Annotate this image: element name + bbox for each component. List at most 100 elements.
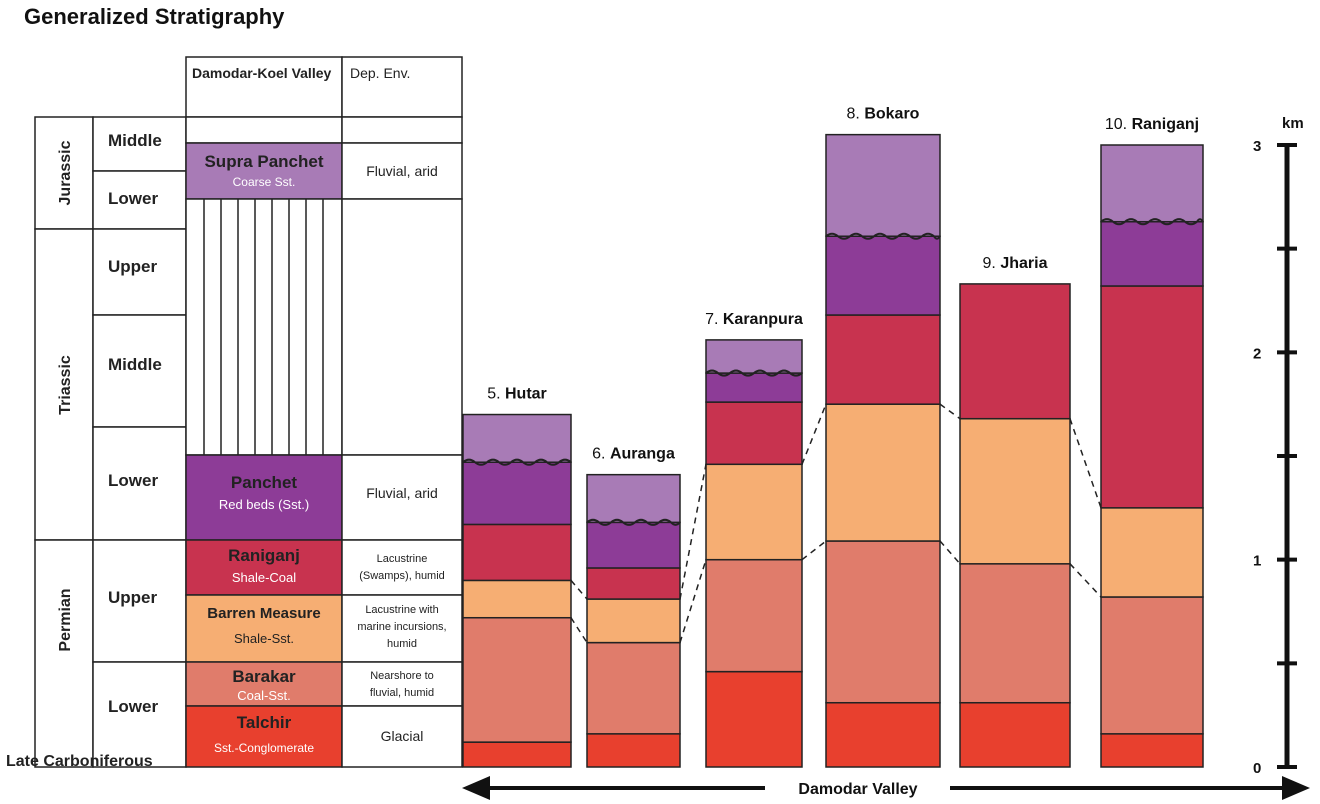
epoch-jurassic-lower: Lower bbox=[108, 189, 158, 208]
layer-barakar bbox=[959, 563, 1071, 704]
section-columns: 5. Hutar 6. Auranga 7. Karanpura 8. Bokaro 9… bbox=[462, 106, 1204, 768]
correlation-line bbox=[939, 403, 961, 420]
layer-panchet bbox=[705, 372, 803, 403]
env-barakar-line1: Nearshore to bbox=[370, 670, 434, 682]
column-3: 7. Karanpura bbox=[705, 311, 803, 768]
layer-barakar bbox=[825, 540, 941, 704]
unit-lith-talchir: Sst.-Conglomerate bbox=[214, 741, 314, 755]
column-label: 8. Bokaro bbox=[847, 106, 920, 123]
column-label: 5. Hutar bbox=[487, 386, 547, 403]
env-barren-line3: humid bbox=[387, 638, 417, 650]
unit-cell-supra-panchet bbox=[185, 142, 343, 200]
column-label: 10. Raniganj bbox=[1105, 116, 1199, 133]
unit-name-panchet: Panchet bbox=[231, 473, 297, 492]
layer-barakar bbox=[586, 641, 681, 735]
env-supra-panchet: Fluvial, arid bbox=[366, 163, 438, 179]
km-scale-bar: km 0 1 2 3 bbox=[1253, 115, 1304, 777]
correlation-lines bbox=[570, 403, 1102, 644]
unconformity-line bbox=[1100, 218, 1204, 226]
column-label: 7. Karanpura bbox=[705, 311, 803, 328]
epoch-permian-lower: Lower bbox=[108, 697, 158, 716]
layer-barakar bbox=[1100, 596, 1204, 735]
correlation-line bbox=[679, 464, 707, 600]
stratigraphy-table: Damodar-Koel Valley Dep. Env. Jurassic T… bbox=[6, 56, 463, 770]
correlation-line bbox=[1069, 563, 1102, 598]
layer-barren-measure bbox=[825, 403, 941, 542]
layer-panchet bbox=[1100, 220, 1204, 287]
unconformity-line bbox=[586, 518, 681, 526]
unit-lith-panchet: Red beds (Sst.) bbox=[219, 497, 309, 512]
layer-panchet bbox=[462, 461, 572, 526]
scale-tick-label: 0 bbox=[1253, 760, 1261, 777]
layer-panchet bbox=[586, 521, 681, 569]
scale-unit-label: km bbox=[1282, 115, 1304, 132]
column-label: 9. Jharia bbox=[983, 255, 1048, 272]
epoch-triassic-upper: Upper bbox=[108, 257, 158, 276]
env-talchir: Glacial bbox=[381, 728, 424, 744]
column-label: 6. Auranga bbox=[592, 446, 675, 463]
env-raniganj-line2: (Swamps), humid bbox=[359, 570, 445, 582]
correlation-line bbox=[570, 579, 588, 600]
hiatus-hatched-cell bbox=[185, 198, 343, 456]
unit-cell-barakar bbox=[185, 661, 343, 707]
dep-env-column-header: Dep. Env. bbox=[350, 65, 410, 81]
layer-supra-panchet bbox=[1100, 144, 1204, 223]
layer-barren-measure bbox=[705, 463, 803, 561]
layer-supra-panchet bbox=[825, 133, 941, 237]
layer-raniganj bbox=[586, 567, 681, 600]
epoch-permian-upper: Upper bbox=[108, 588, 158, 607]
scale-tick-label: 3 bbox=[1253, 138, 1261, 155]
unit-cell-talchir bbox=[185, 705, 343, 768]
layer-barakar bbox=[462, 616, 572, 743]
arrow-head-right bbox=[1282, 776, 1310, 800]
unconformity-line bbox=[705, 369, 803, 377]
column-4: 8. Bokaro bbox=[825, 106, 941, 768]
late-carboniferous-label: Late Carboniferous bbox=[6, 753, 153, 770]
env-barren-line1: Lacustrine with bbox=[365, 604, 438, 616]
unit-name-supra-panchet: Supra Panchet bbox=[204, 152, 323, 171]
unit-name-raniganj: Raniganj bbox=[228, 546, 300, 565]
layer-talchir bbox=[705, 670, 803, 768]
correlation-line bbox=[1069, 418, 1102, 509]
valley-column-header: Damodar-Koel Valley bbox=[192, 65, 331, 81]
unit-lith-supra-panchet: Coarse Sst. bbox=[233, 175, 296, 189]
env-barren-line2: marine incursions, bbox=[357, 621, 446, 633]
env-raniganj-line1: Lacustrine bbox=[377, 553, 428, 565]
unit-cell-raniganj bbox=[185, 539, 343, 596]
correlation-line bbox=[801, 540, 827, 561]
scale-tick-label: 1 bbox=[1253, 553, 1261, 570]
layer-talchir bbox=[825, 701, 941, 768]
env-barakar-line2: fluvial, humid bbox=[370, 687, 434, 699]
column-2: 6. Auranga bbox=[586, 446, 681, 768]
layer-supra-panchet bbox=[462, 413, 572, 463]
layer-talchir bbox=[959, 701, 1071, 768]
unit-lith-raniganj: Shale-Coal bbox=[232, 570, 296, 585]
epoch-jurassic-middle: Middle bbox=[108, 131, 162, 150]
period-triassic: Triassic bbox=[57, 355, 74, 415]
layer-panchet bbox=[825, 235, 941, 316]
env-panchet: Fluvial, arid bbox=[366, 485, 438, 501]
layer-barren-measure bbox=[1100, 507, 1204, 598]
layer-raniganj bbox=[825, 314, 941, 405]
damodar-valley-label: Damodar Valley bbox=[798, 781, 917, 798]
layer-talchir bbox=[1100, 733, 1204, 768]
layer-barren-measure bbox=[462, 579, 572, 619]
unit-name-talchir: Talchir bbox=[237, 713, 292, 732]
unconformity-line bbox=[825, 232, 941, 240]
arrow-head-left bbox=[462, 776, 490, 800]
unit-cell-panchet bbox=[185, 454, 343, 541]
layer-raniganj bbox=[705, 401, 803, 466]
hiatus-hatch-lines bbox=[203, 199, 324, 455]
unit-cell-barren-measure bbox=[185, 594, 343, 663]
column-6: 10. Raniganj bbox=[1100, 116, 1204, 768]
column-1: 5. Hutar bbox=[462, 386, 572, 768]
correlation-line bbox=[801, 403, 827, 465]
period-jurassic: Jurassic bbox=[57, 140, 74, 205]
unit-name-barakar: Barakar bbox=[232, 667, 296, 686]
unit-name-barren-measure: Barren Measure bbox=[207, 605, 320, 622]
epoch-triassic-middle: Middle bbox=[108, 355, 162, 374]
unit-lith-barakar: Coal-Sst. bbox=[237, 688, 290, 703]
period-permian: Permian bbox=[57, 588, 74, 651]
layer-raniganj bbox=[1100, 285, 1204, 509]
